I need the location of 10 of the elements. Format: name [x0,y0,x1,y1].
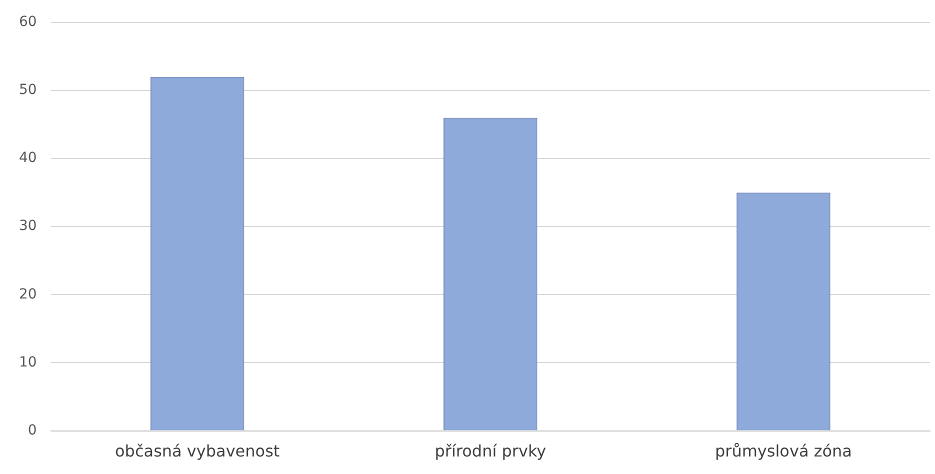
x-tick-label: občasná vybavenost [115,442,280,461]
y-tick-label: 10 [18,354,37,370]
y-tick-label: 40 [18,150,37,166]
x-tick-label: přírodní prvky [434,442,546,461]
y-tick-label: 30 [18,218,37,234]
y-tick-label: 20 [18,286,37,302]
y-tick-label: 50 [18,82,37,98]
x-tick-label: průmyslová zóna [714,442,852,461]
y-tick-label: 0 [28,422,37,438]
y-tick-label: 60 [18,14,37,30]
